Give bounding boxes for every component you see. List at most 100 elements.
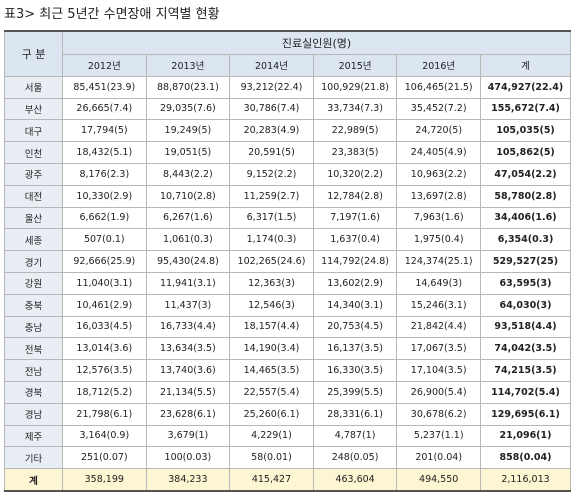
row-label: 대전 xyxy=(4,184,63,208)
cell: 7,963(1.6) xyxy=(396,206,481,230)
cell: 20,591(5) xyxy=(229,141,314,164)
row-label: 세종 xyxy=(4,228,63,252)
cell: 88,870(23.1) xyxy=(145,75,231,99)
row-label: 기타 xyxy=(4,446,63,470)
cell: 13,634(3.5) xyxy=(145,337,231,361)
cell: 415,427 xyxy=(229,468,314,492)
cell: 16,033(4.5) xyxy=(62,315,147,339)
cell: 100(0.03) xyxy=(145,446,231,470)
cell: 58(0.01) xyxy=(229,446,314,470)
cell: 463,604 xyxy=(312,468,398,492)
cell: 15,246(3.1) xyxy=(396,293,481,317)
row-label: 서울 xyxy=(4,75,63,99)
cell: 25,399(5.5) xyxy=(312,380,398,404)
table-row: 계 358,199 384,233 415,427 463,604 494,550 2,11… xyxy=(4,468,571,492)
cell: 63,595(3) xyxy=(480,271,571,295)
header-group: 진료실인원(명) xyxy=(62,30,571,55)
cell: 21,096(1) xyxy=(480,424,571,448)
cell: 13,602(2.9) xyxy=(312,271,398,295)
cell: 7,197(1.6) xyxy=(312,206,398,230)
cell: 19,051(5) xyxy=(145,141,231,164)
cell: 74,215(3.5) xyxy=(480,359,571,382)
cell: 13,697(2.8) xyxy=(396,184,481,208)
cell: 529,527(25) xyxy=(480,250,571,273)
cell: 3,164(0.9) xyxy=(62,424,147,448)
cell: 474,927(22.4) xyxy=(480,75,571,99)
cell: 6,354(0.3) xyxy=(480,228,571,252)
cell: 17,794(5) xyxy=(62,119,147,143)
row-label: 인천 xyxy=(4,141,63,164)
cell: 16,137(3.5) xyxy=(312,337,398,361)
cell: 28,331(6.1) xyxy=(312,402,398,426)
cell: 17,104(3.5) xyxy=(396,359,481,382)
cell: 1,174(0.3) xyxy=(229,228,314,252)
column-header: 2016년 xyxy=(396,54,481,77)
cell: 21,842(4.4) xyxy=(396,315,481,339)
row-label: 강원 xyxy=(4,271,63,295)
cell: 6,662(1.9) xyxy=(62,206,147,230)
table-row: 경기 92,666(25.9) 95,430(24.8) 102,265(24.6) 1… xyxy=(4,250,571,273)
cell: 494,550 xyxy=(396,468,481,492)
cell: 12,363(3) xyxy=(229,271,314,295)
table-row: 기타 251(0.07) 100(0.03) 58(0.01) 248(0.05) 201… xyxy=(4,446,571,470)
table-row: 전남 12,576(3.5) 13,740(3.6) 14,465(3.5) 16,33… xyxy=(4,359,571,382)
cell: 106,465(21.5) xyxy=(396,75,481,99)
cell: 1,975(0.4) xyxy=(396,228,481,252)
cell: 5,237(1.1) xyxy=(396,424,481,448)
cell: 85,451(23.9) xyxy=(62,75,147,99)
table-title: 표3> 최근 5년간 수면장애 지역별 현황 xyxy=(4,7,220,22)
table-row: 강원 11,040(3.1) 11,941(3.1) 12,363(3) 13,602(… xyxy=(4,271,571,295)
cell: 105,035(5) xyxy=(480,119,571,143)
cell: 24,405(4.9) xyxy=(396,141,481,164)
row-label: 충북 xyxy=(4,293,63,317)
table-row: 울산 6,662(1.9) 6,267(1.6) 6,317(1.5) 7,197(1.… xyxy=(4,206,571,230)
cell: 1,061(0.3) xyxy=(145,228,231,252)
cell: 10,963(2.2) xyxy=(396,162,481,186)
row-label: 경기 xyxy=(4,250,63,273)
cell: 92,666(25.9) xyxy=(62,250,147,273)
cell: 16,330(3.5) xyxy=(312,359,398,382)
cell: 26,900(5.4) xyxy=(396,380,481,404)
cell: 507(0.1) xyxy=(62,228,147,252)
row-label: 전북 xyxy=(4,337,63,361)
cell: 13,014(3.6) xyxy=(62,337,147,361)
cell: 8,176(2.3) xyxy=(62,162,147,186)
cell: 24,720(5) xyxy=(396,119,481,143)
cell: 30,678(6.2) xyxy=(396,402,481,426)
column-header: 2013년 xyxy=(145,54,231,77)
cell: 358,199 xyxy=(62,468,147,492)
cell: 6,267(1.6) xyxy=(145,206,231,230)
cell: 22,989(5) xyxy=(312,119,398,143)
cell: 29,035(7.6) xyxy=(145,97,231,121)
cell: 16,733(4.4) xyxy=(145,315,231,339)
table-row: 인천 18,432(5.1) 19,051(5) 20,591(5) 23,383(5)… xyxy=(4,141,571,164)
row-label: 울산 xyxy=(4,206,63,230)
cell: 858(0.04) xyxy=(480,446,571,470)
cell: 10,320(2.2) xyxy=(312,162,398,186)
cell: 20,753(4.5) xyxy=(312,315,398,339)
column-header: 계 xyxy=(480,54,571,77)
data-table: 구 분 진료실인원(명) 2012년 2013년 2014년 2015년 2016년 계 … xyxy=(4,30,571,492)
cell: 155,672(7.4) xyxy=(480,97,571,121)
cell: 6,317(1.5) xyxy=(229,206,314,230)
cell: 18,157(4.4) xyxy=(229,315,314,339)
header-label: 구 분 xyxy=(4,30,63,77)
cell: 26,665(7.4) xyxy=(62,97,147,121)
row-label: 제주 xyxy=(4,424,63,448)
cell: 105,862(5) xyxy=(480,141,571,164)
cell: 3,679(1) xyxy=(145,424,231,448)
cell: 93,518(4.4) xyxy=(480,315,571,339)
column-header: 2012년 xyxy=(62,54,147,77)
table-row: 대전 10,330(2.9) 10,710(2.8) 11,259(2.7) 12,78… xyxy=(4,184,571,208)
cell: 20,283(4.9) xyxy=(229,119,314,143)
cell: 114,792(24.8) xyxy=(312,250,398,273)
cell: 4,787(1) xyxy=(312,424,398,448)
cell: 19,249(5) xyxy=(145,119,231,143)
cell: 14,340(3.1) xyxy=(312,293,398,317)
cell: 4,229(1) xyxy=(229,424,314,448)
row-label: 계 xyxy=(4,468,63,492)
cell: 100,929(21.8) xyxy=(312,75,398,99)
cell: 11,941(3.1) xyxy=(145,271,231,295)
table-row: 경남 21,798(6.1) 23,628(6.1) 25,260(6.1) 28,33… xyxy=(4,402,571,426)
